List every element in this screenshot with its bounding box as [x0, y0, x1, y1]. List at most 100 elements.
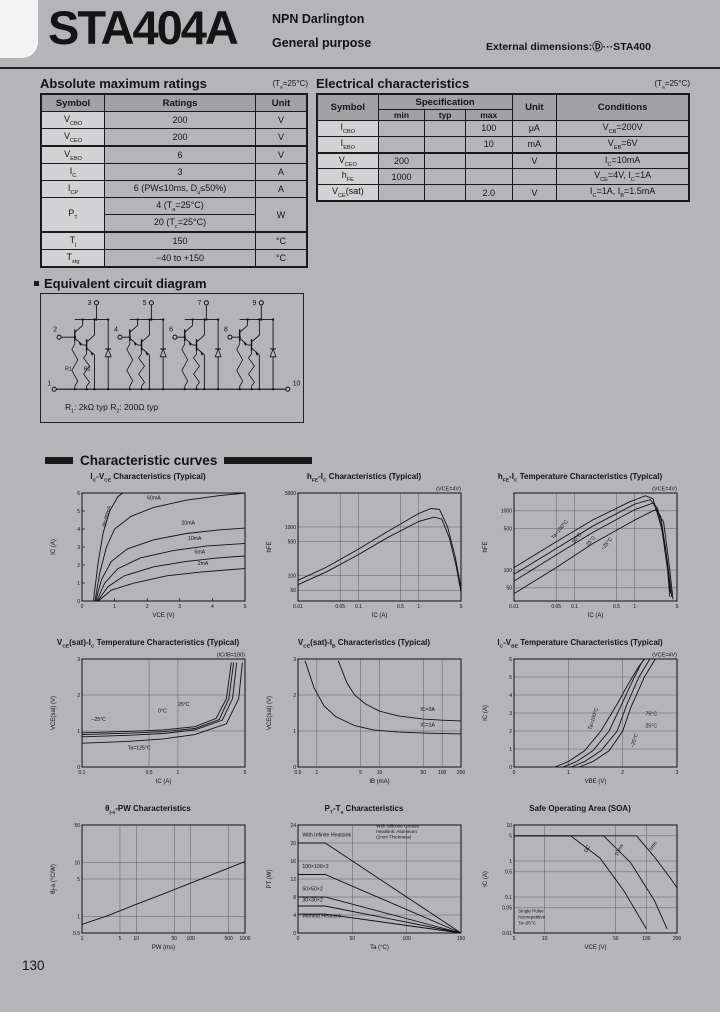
table-row: VEBO 6 V: [40, 145, 308, 164]
svg-text:IB=80mA: IB=80mA: [101, 505, 112, 528]
svg-text:24: 24: [290, 823, 296, 829]
svg-text:2: 2: [145, 604, 148, 610]
svg-text:3: 3: [293, 657, 296, 663]
svg-text:5: 5: [243, 604, 246, 610]
chart-title: PT-Ta Characteristics: [324, 804, 404, 816]
cell-rating: 4 (Ta=25°C): [104, 197, 256, 215]
cell-unit: V: [511, 184, 558, 202]
svg-text:100: 100: [287, 573, 296, 579]
svg-text:1000: 1000: [239, 936, 250, 942]
chart-soa-plot: 5 10 50 100 200 0.01 0.05 0.1 0.5 1 5 10 DC 10ms 1ms Si…: [483, 823, 681, 951]
svg-text:1: 1: [633, 604, 636, 610]
cell-symbol: ICP: [40, 180, 105, 198]
svg-text:25°C: 25°C: [585, 535, 597, 548]
cell-unit: A: [255, 163, 308, 181]
cell-symbol: VEBO: [40, 145, 105, 164]
ec-table: Symbol Specification Unit Conditions min…: [316, 93, 690, 202]
svg-text:1: 1: [509, 747, 512, 753]
svg-text:−25°C: −25°C: [91, 717, 106, 723]
svg-text:5000: 5000: [284, 491, 295, 497]
amr-condition: (Ta=25°C): [272, 79, 308, 91]
svg-text:1000: 1000: [284, 525, 295, 531]
svg-text:IC (A): IC (A): [483, 871, 489, 887]
chart-pt-ta: PT-Ta Characteristics 0 50 100 150 0 4 8 12 16 20…: [256, 801, 472, 967]
svg-text:200: 200: [456, 770, 465, 776]
cell-symbol: Tj: [40, 231, 105, 250]
chart-hfe-ic: hFE-IC Characteristics (Typical) 0.01 0.0…: [256, 469, 472, 635]
chart-thja-pw: θj-a-PW Characteristics 1 5 10 50 100 500 1000…: [40, 801, 256, 967]
chart-vcesat-ib-plot: 0.5 1 5 10 50 100 200 0 1 2 3 IC=3A IC=1A IB (mA) VCE(…: [267, 657, 465, 785]
svg-text:5: 5: [512, 936, 515, 942]
svg-text:0.01: 0.01: [509, 604, 519, 610]
svg-text:100: 100: [437, 770, 446, 776]
ec-col-unit: Unit: [511, 93, 558, 121]
svg-text:5: 5: [77, 877, 80, 883]
svg-text:0.5: 0.5: [73, 931, 80, 937]
svg-text:Heatsink: Aluminum: Heatsink: Aluminum: [376, 829, 417, 834]
svg-text:10: 10: [293, 380, 301, 387]
svg-text:1: 1: [77, 729, 80, 735]
device-type: NPN Darlington: [272, 12, 365, 26]
external-dimensions: External dimensions:Ⓓ···STA400: [486, 41, 651, 53]
cell-min: 1000: [377, 168, 426, 186]
svg-text:50: 50: [74, 823, 80, 829]
ec-col-max: max: [464, 109, 513, 121]
cell-unit: μA: [511, 120, 558, 137]
cell-rating: 20 (Tc=25°C): [104, 214, 256, 233]
svg-text:1: 1: [315, 770, 318, 776]
table-row: Tstg −40 to +150 °C: [40, 249, 308, 268]
cell-typ: [424, 168, 466, 186]
svg-text:0: 0: [77, 599, 80, 605]
chart-title: Safe Operating Area (SOA): [529, 804, 631, 813]
amr-col-symbol: Symbol: [40, 93, 105, 112]
svg-text:50: 50: [171, 936, 177, 942]
cell-rating: 6: [104, 145, 256, 164]
svg-text:Ta (°C): Ta (°C): [370, 945, 389, 951]
svg-text:50°C: 50°C: [571, 532, 583, 545]
svg-text:1: 1: [176, 770, 179, 776]
cell-conditions: VCB=200V: [556, 120, 690, 137]
cell-rating: 150: [104, 231, 256, 250]
chart-vcesat-ib: VCE(sat)-IB Characteristics (Typical) 0.…: [256, 635, 472, 801]
table-row: VCBO 200 V: [40, 111, 308, 129]
chart-vcesat-ic-temperature-plot: 0.1 0.5 1 5 0 1 2 3 −25°C 0°C 25°C Ta=125°C (IC/IB=1…: [51, 653, 247, 786]
svg-text:Nonrepetitive: Nonrepetitive: [518, 915, 546, 920]
svg-text:0.1: 0.1: [505, 895, 512, 901]
svg-text:5: 5: [459, 604, 462, 610]
svg-text:(VCE=4V): (VCE=4V): [652, 487, 677, 493]
svg-text:VBE (V): VBE (V): [584, 779, 606, 785]
page-corner: [0, 0, 38, 58]
chart-ic-vbe-temperature: IC-VBE Temperature Characteristics (Typi…: [472, 635, 688, 801]
cell-symbol: hFE: [316, 168, 379, 186]
cell-conditions: VEB=6V: [556, 135, 690, 154]
svg-text:0.05: 0.05: [551, 604, 561, 610]
svg-text:2: 2: [621, 770, 624, 776]
svg-text:IC=1A: IC=1A: [420, 723, 435, 729]
svg-text:50: 50: [349, 936, 355, 942]
svg-text:5: 5: [143, 300, 147, 307]
cell-conditions: IC=1A, IB=1.5mA: [556, 184, 690, 202]
cell-symbol: ICBO: [316, 120, 379, 137]
svg-text:2mA: 2mA: [197, 561, 208, 567]
characteristic-curves-heading: Characteristic curves: [45, 453, 313, 468]
svg-text:75°C: 75°C: [645, 712, 657, 718]
page-number: 130: [22, 958, 45, 973]
table-row: hFE 1000 VCE=4V, IC=1A: [316, 168, 690, 186]
cell-typ: [424, 135, 466, 154]
svg-text:10ms: 10ms: [613, 843, 624, 857]
chart-vcesat-ic-temperature: VCE(sat)-IC Temperature Characteristics …: [40, 635, 256, 801]
amr-col-unit: Unit: [255, 93, 308, 112]
svg-text:5: 5: [509, 834, 512, 840]
cell-unit: [511, 168, 558, 186]
svg-text:50: 50: [290, 588, 296, 594]
svg-text:Ta=100°C: Ta=100°C: [550, 519, 570, 541]
svg-text:10: 10: [376, 770, 382, 776]
svg-text:8: 8: [293, 895, 296, 901]
svg-text:IC=3A: IC=3A: [420, 707, 435, 713]
svg-text:VCE (V): VCE (V): [584, 945, 606, 951]
svg-text:0.1: 0.1: [354, 604, 361, 610]
svg-text:2: 2: [53, 326, 57, 333]
svg-text:2: 2: [77, 693, 80, 699]
svg-text:500: 500: [287, 539, 296, 545]
